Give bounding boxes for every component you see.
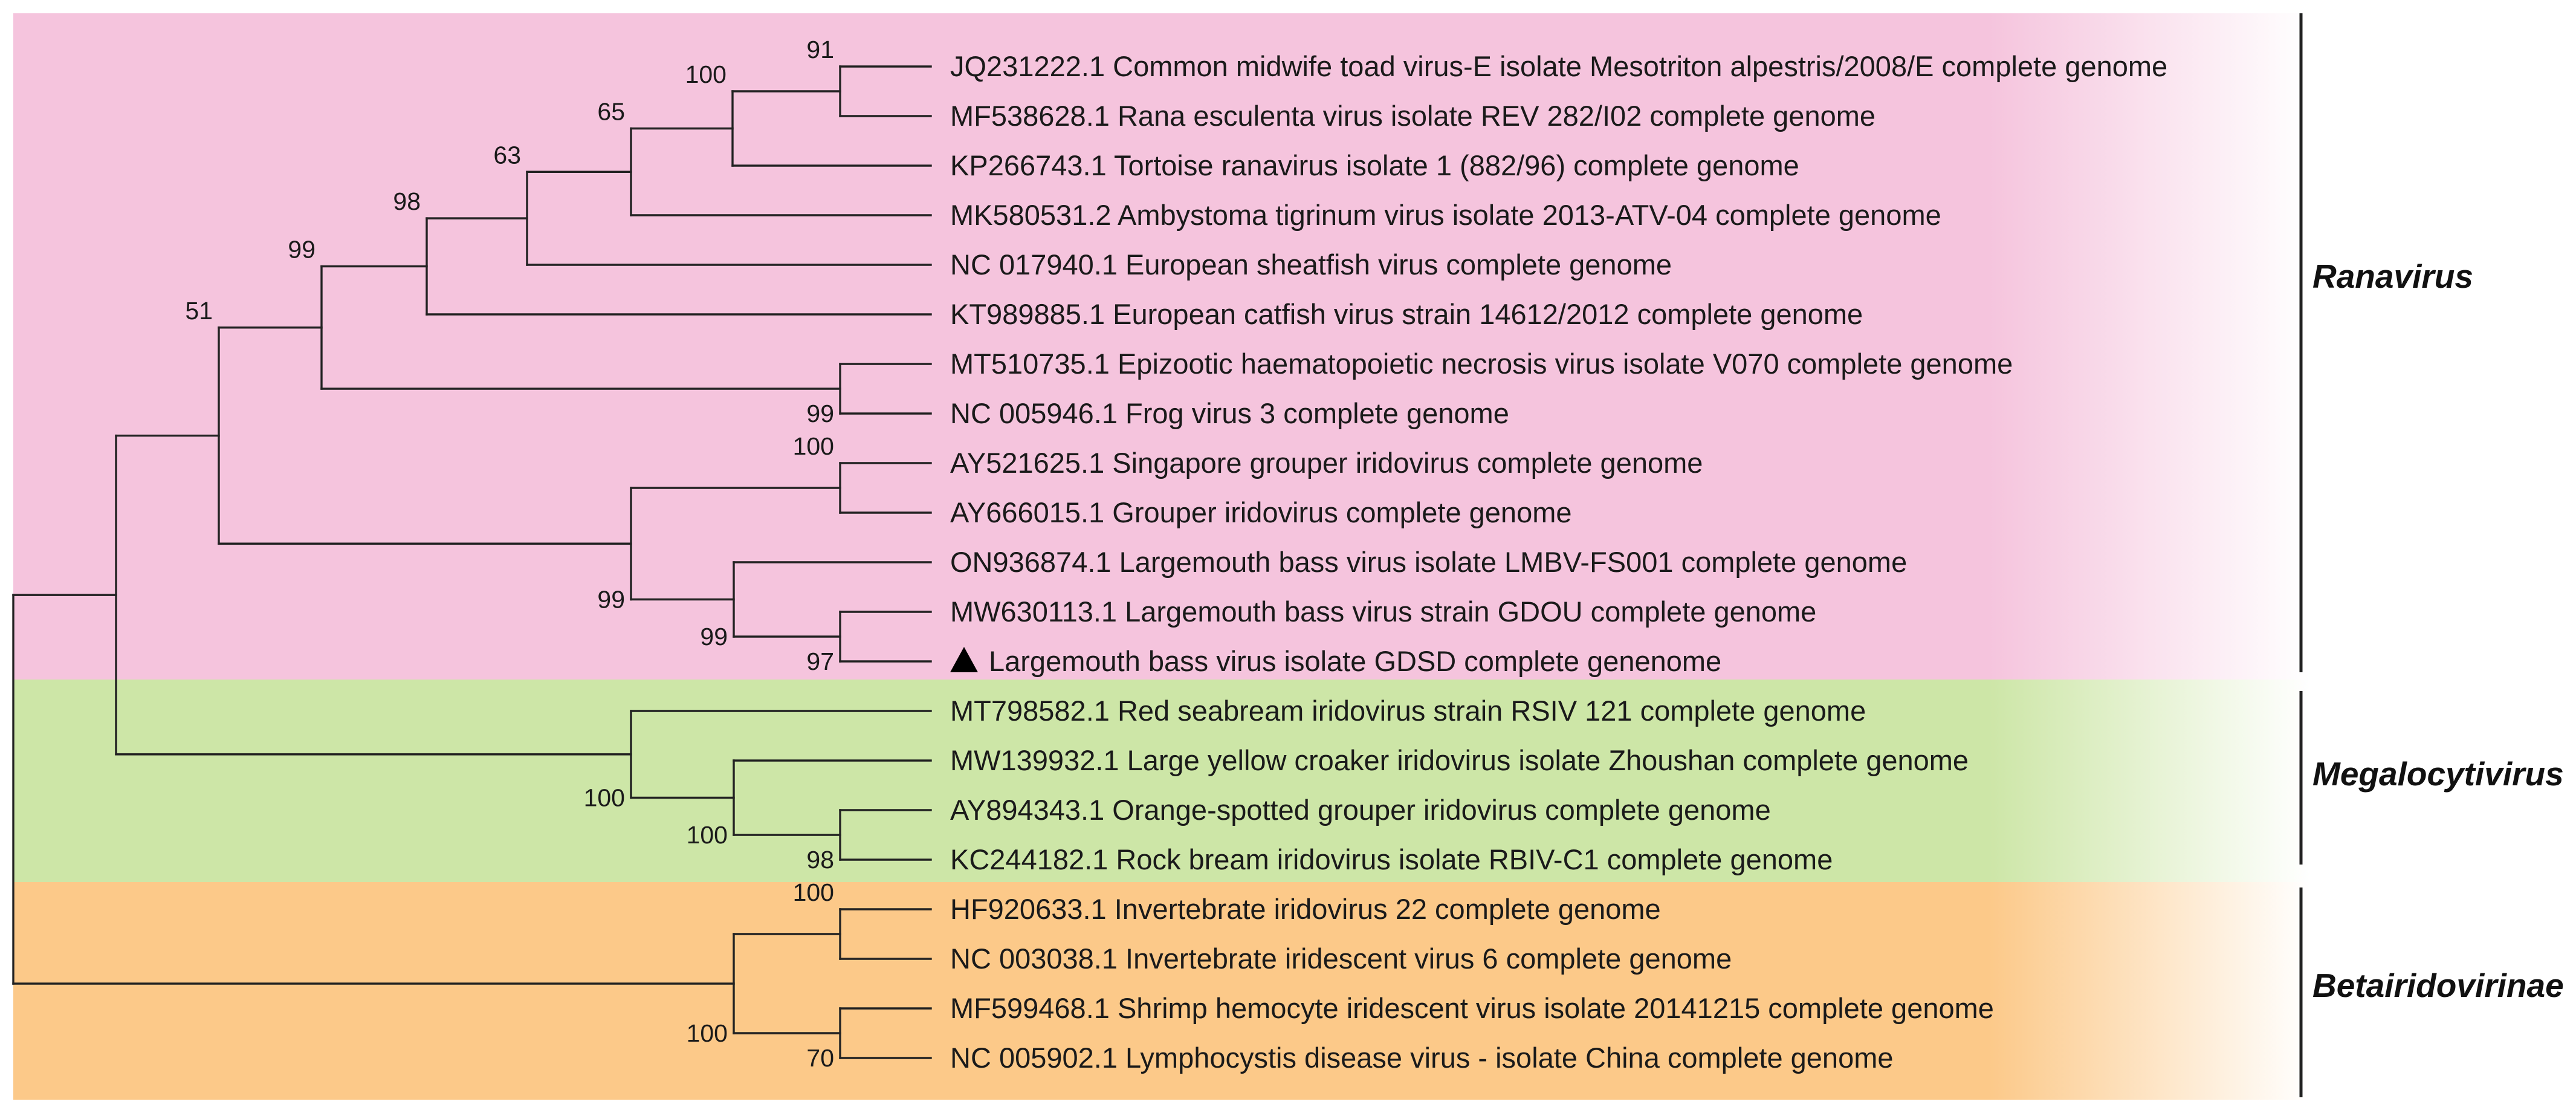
bootstrap-n_cmtv_rev: 91 bbox=[806, 36, 834, 63]
bootstrap-n_beta: 100 bbox=[687, 1019, 728, 1047]
bootstrap-n_lmbv: 99 bbox=[700, 623, 728, 651]
clade-labels: Ranavirus Megalocytivirus Betairidovirin… bbox=[2312, 258, 2564, 1004]
tip-label: NC 005902.1 Lymphocystis disease virus -… bbox=[950, 1042, 1894, 1074]
tip-label: ON936874.1 Largemouth bass virus isolate… bbox=[950, 546, 1907, 578]
ranavirus-clade-label: Ranavirus bbox=[2312, 258, 2473, 295]
query-sequence-triangle-icon bbox=[950, 647, 978, 672]
bootstrap-n_plus_tort: 100 bbox=[685, 60, 727, 88]
tip-label: NC 005946.1 Frog virus 3 complete genome bbox=[950, 397, 1509, 429]
bootstrap-n_shiv_lcdv: 70 bbox=[806, 1044, 834, 1072]
tip-label: MK580531.2 Ambystoma tigrinum virus isol… bbox=[950, 199, 1941, 231]
tip-labels: JQ231222.1 Common midwife toad virus-E i… bbox=[950, 50, 2167, 1074]
bootstrap-n_lyciv: 100 bbox=[687, 821, 728, 849]
tip-label: MF599468.1 Shrimp hemocyte iridescent vi… bbox=[950, 992, 1994, 1024]
tip-label: NC 017940.1 European sheatfish virus com… bbox=[950, 248, 1672, 281]
tip-label: Largemouth bass virus isolate GDSD compl… bbox=[989, 645, 1721, 677]
tip-label: JQ231222.1 Common midwife toad virus-E i… bbox=[950, 50, 2167, 82]
bootstrap-n_plus_ecv: 98 bbox=[393, 187, 421, 215]
betairidovirinae-clade-background bbox=[13, 882, 2310, 1100]
bootstrap-n_plus_esv: 63 bbox=[493, 141, 521, 169]
bootstrap-n_ranavirus: 51 bbox=[185, 297, 213, 325]
bootstrap-n_gdou_gdsd: 97 bbox=[806, 647, 834, 675]
tip-label: MT798582.1 Red seabream iridovirus strai… bbox=[950, 695, 1866, 727]
bootstrap-n_ranav_core: 99 bbox=[288, 236, 316, 264]
tip-label: KC244182.1 Rock bream iridovirus isolate… bbox=[950, 843, 1833, 875]
betairidovirinae-clade-label: Betairidovirinae bbox=[2312, 967, 2564, 1004]
bootstrap-n_ehnv_fv3: 99 bbox=[806, 400, 834, 427]
tip-label: MF538628.1 Rana esculenta virus isolate … bbox=[950, 100, 1875, 132]
megalocytivirus-clade-background bbox=[13, 680, 2310, 882]
bootstrap-values: 91 100 65 63 98 99 99 100 97 99 99 51 98 100 100 100 70 1… bbox=[185, 36, 834, 1072]
megalocytivirus-clade-label: Megalocytivirus bbox=[2312, 755, 2564, 793]
ranavirus-clade-background bbox=[13, 13, 2310, 680]
tip-label: HF920633.1 Invertebrate iridovirus 22 co… bbox=[950, 893, 1661, 925]
bootstrap-n_osgiv_rbiv: 98 bbox=[806, 846, 834, 874]
tree-branches bbox=[12, 65, 932, 1059]
tip-label: MW139932.1 Large yellow croaker iridovir… bbox=[950, 744, 1969, 776]
tip-label: AY894343.1 Orange-spotted grouper iridov… bbox=[950, 794, 1771, 826]
bootstrap-n_grouper_lmbv: 99 bbox=[597, 586, 625, 614]
clade-backgrounds bbox=[13, 13, 2310, 1100]
tip-label: AY666015.1 Grouper iridovirus complete g… bbox=[950, 496, 1572, 528]
tip-label: MT510735.1 Epizootic haematopoietic necr… bbox=[950, 348, 2013, 380]
bootstrap-n_sgiv_giv: 100 bbox=[793, 432, 834, 460]
tip-label: AY521625.1 Singapore grouper iridovirus … bbox=[950, 447, 1703, 479]
tip-label: NC 003038.1 Invertebrate iridescent viru… bbox=[950, 943, 1732, 975]
tip-label: KP266743.1 Tortoise ranavirus isolate 1 … bbox=[950, 149, 1799, 181]
bootstrap-n_megalo: 100 bbox=[584, 784, 625, 812]
bootstrap-n_plus_atv: 65 bbox=[597, 98, 625, 126]
tip-label: MW630113.1 Largemouth bass virus strain … bbox=[950, 595, 1816, 628]
tip-label: KT989885.1 European catfish virus strain… bbox=[950, 298, 1863, 330]
bootstrap-n_iiv: 100 bbox=[793, 878, 834, 906]
